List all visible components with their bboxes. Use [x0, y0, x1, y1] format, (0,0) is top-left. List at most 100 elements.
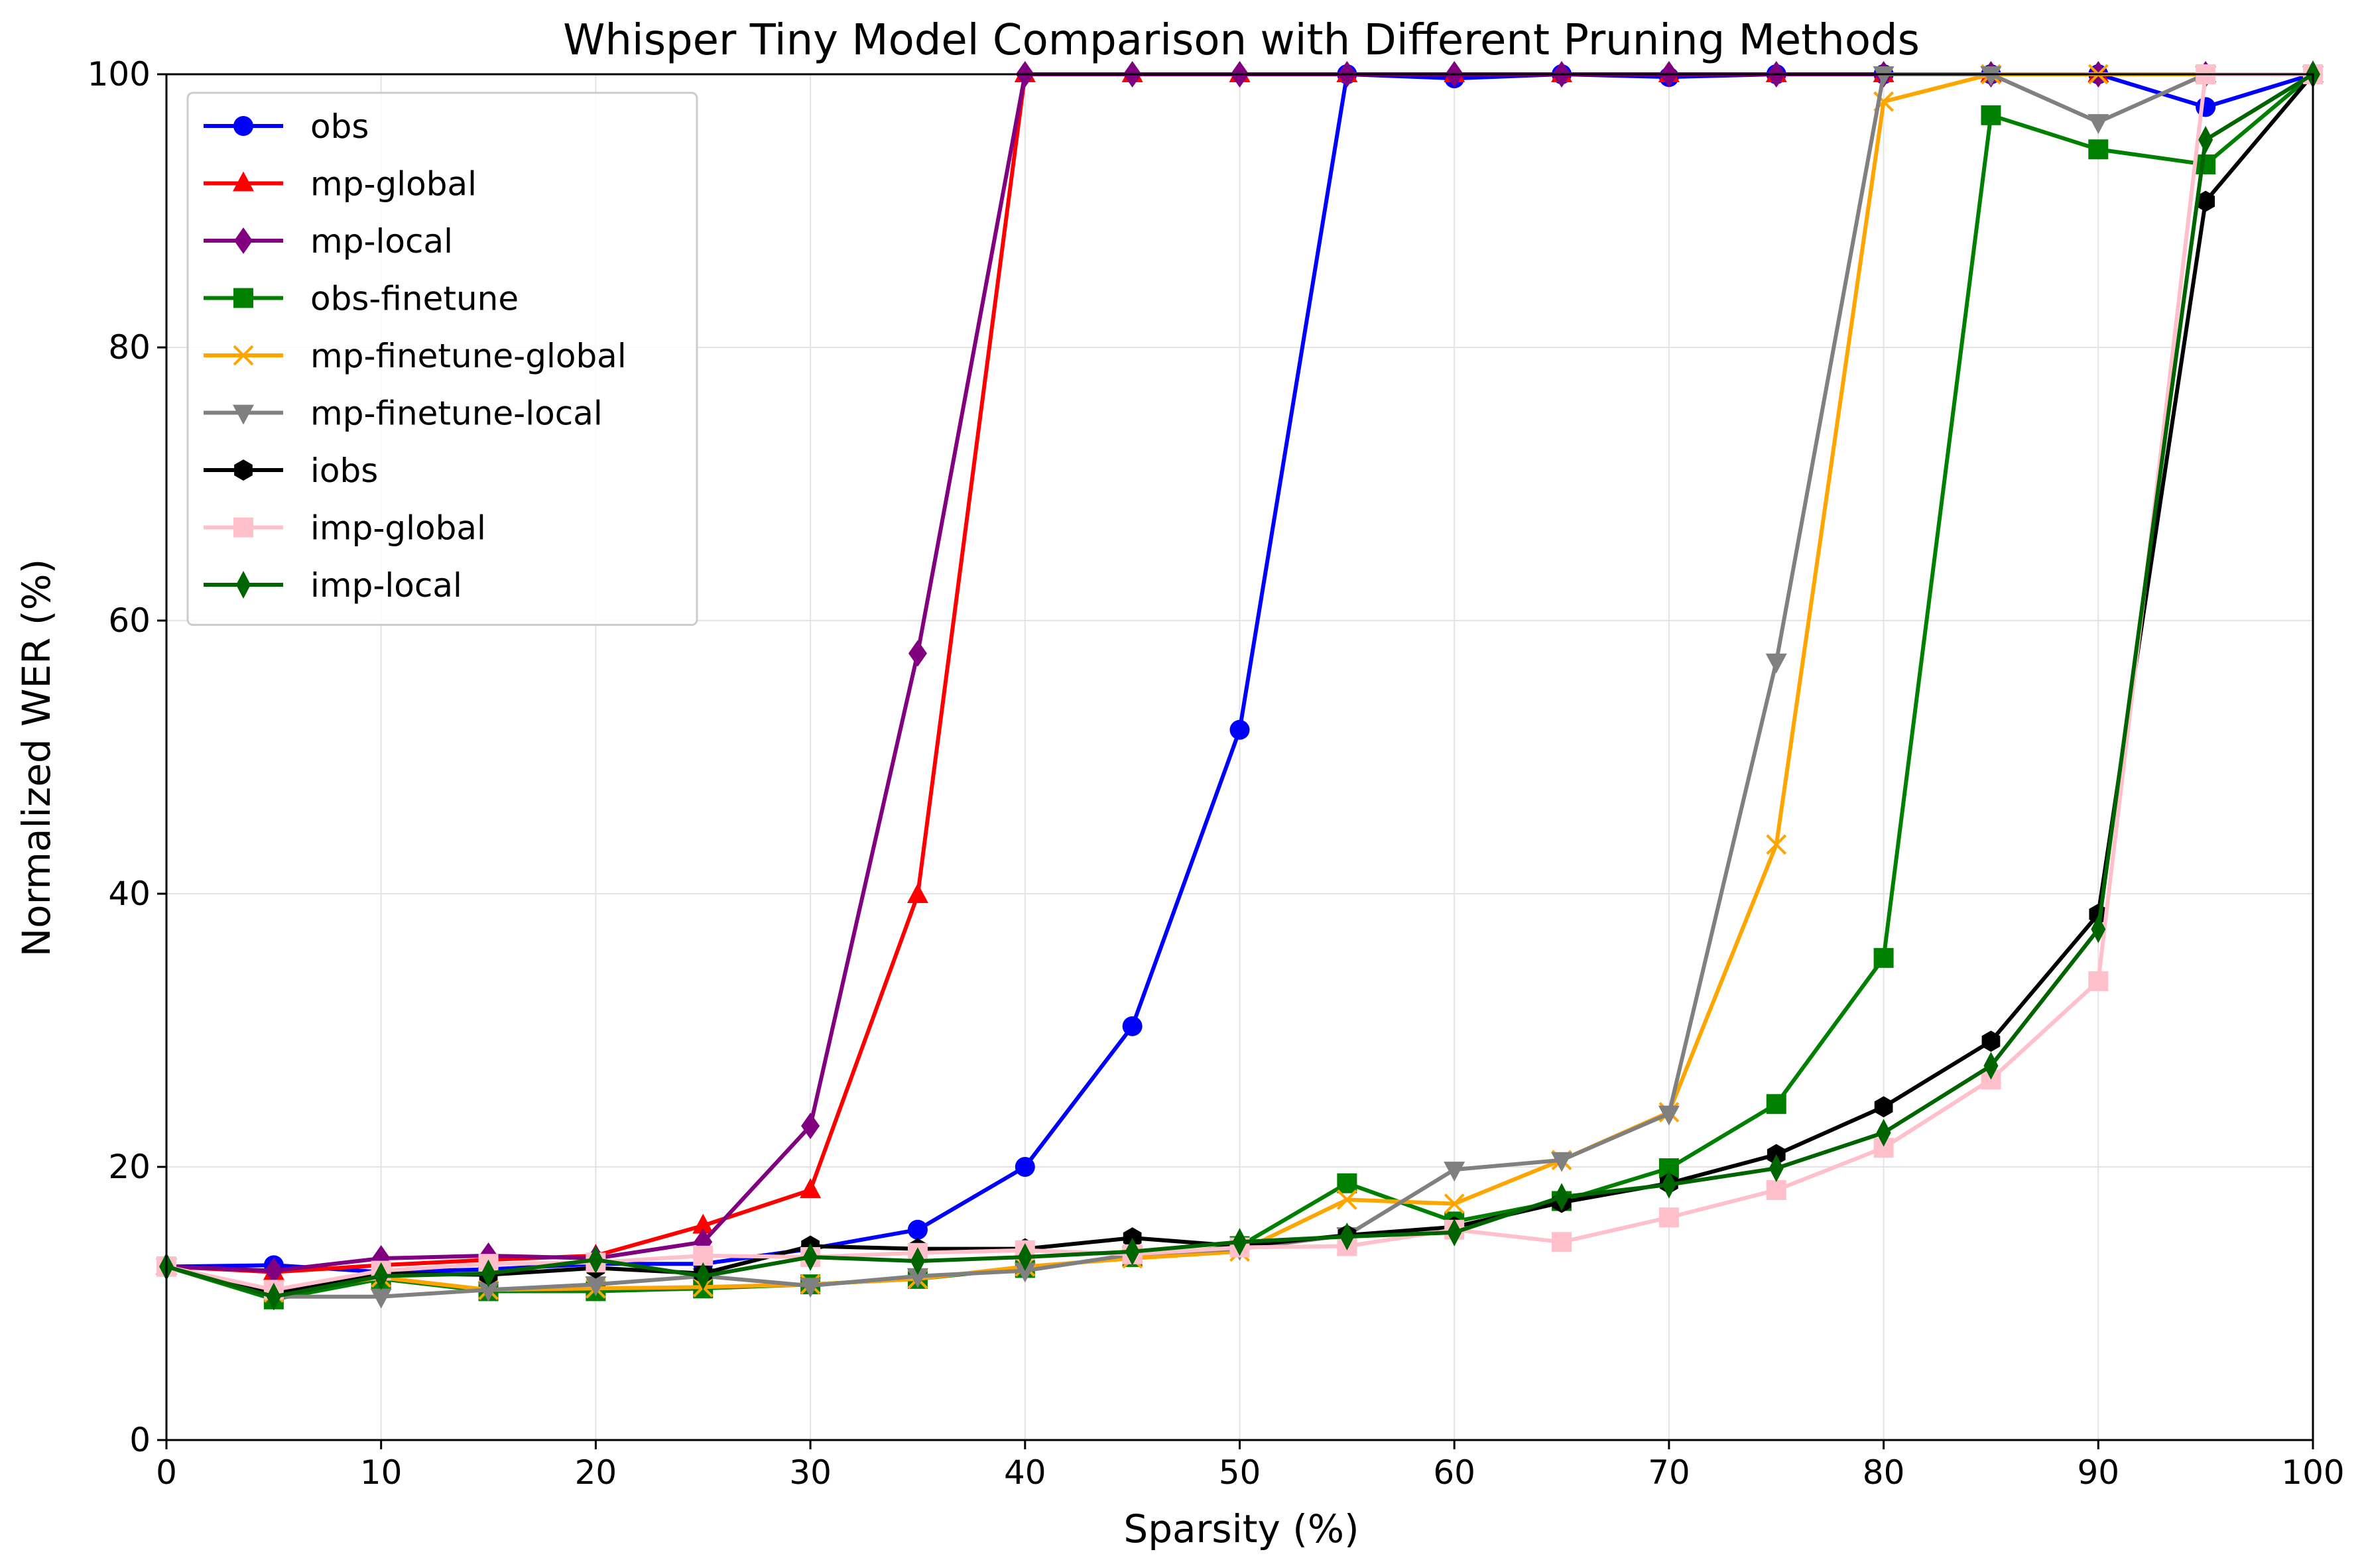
- legend-item: imp-local: [204, 566, 462, 605]
- data-point: [370, 1288, 392, 1309]
- legend-item: obs-finetune: [204, 280, 519, 318]
- x-tick-label: 40: [1004, 1453, 1046, 1492]
- data-point: [1769, 1154, 1784, 1183]
- data-point: [1447, 1218, 1462, 1246]
- legend-label: mp-finetune-local: [310, 394, 603, 433]
- legend-item: mp-finetune-local: [204, 394, 603, 433]
- data-point: [1876, 1118, 1891, 1147]
- legend-label: mp-finetune-global: [310, 337, 627, 375]
- legend-item: mp-finetune-global: [204, 337, 627, 375]
- y-axis-label: Normalized WER (%): [14, 559, 59, 957]
- legend-item: mp-global: [204, 165, 477, 204]
- data-point: [906, 883, 928, 904]
- data-point: [1229, 719, 1250, 740]
- data-point: [1873, 66, 1895, 86]
- legend-marker: [233, 171, 254, 192]
- data-point: [908, 640, 927, 667]
- axis-ticks: 0 10 20 30 40 50 60 70 80 90 100 0 20 40 60 80 100: [88, 55, 2345, 1492]
- y-tick-label: 100: [88, 55, 151, 93]
- legend-marker: [233, 404, 254, 425]
- legend-label: obs-finetune: [310, 280, 519, 318]
- chart-title: Whisper Tiny Model Comparison with Diffe…: [563, 16, 1920, 65]
- data-point: [906, 1268, 928, 1288]
- x-tick-label: 70: [1648, 1453, 1690, 1492]
- data-point: [1015, 1157, 1035, 1177]
- data-point: [1766, 1094, 1786, 1115]
- data-point: [1874, 1096, 1893, 1118]
- data-point: [1765, 653, 1787, 674]
- legend-marker: [234, 227, 253, 254]
- legend-marker: [234, 459, 253, 481]
- legend-label: mp-local: [310, 222, 453, 261]
- data-point: [803, 1242, 818, 1271]
- data-point: [692, 1213, 714, 1234]
- legend-marker: [233, 116, 253, 136]
- data-point: [2196, 190, 2215, 212]
- data-point: [2091, 915, 2106, 943]
- x-tick-label: 0: [156, 1453, 177, 1492]
- data-point: [1661, 1170, 1676, 1199]
- data-point: [1983, 1052, 1999, 1080]
- data-point: [1339, 1223, 1355, 1251]
- data-point: [1980, 66, 2002, 86]
- data-point: [266, 1282, 281, 1311]
- legend-label: mp-global: [310, 165, 477, 204]
- data-point: [2196, 97, 2216, 117]
- data-point: [801, 1113, 820, 1140]
- data-point: [585, 1276, 607, 1297]
- data-point: [2088, 971, 2109, 991]
- y-tick-label: 80: [108, 328, 151, 367]
- data-point: [1658, 1207, 1679, 1228]
- data-point: [1444, 1193, 1465, 1215]
- legend-item: mp-local: [204, 222, 453, 261]
- y-tick-label: 40: [108, 874, 151, 913]
- data-point: [481, 1259, 496, 1288]
- x-tick-label: 90: [2077, 1453, 2119, 1492]
- legend-item: iobs: [204, 452, 378, 490]
- y-tick-label: 20: [108, 1148, 151, 1186]
- data-point: [1552, 1232, 1572, 1252]
- x-tick-label: 80: [1863, 1453, 1905, 1492]
- series-layer: [156, 60, 2324, 1311]
- legend-label: imp-local: [310, 566, 462, 605]
- data-point: [2198, 125, 2213, 154]
- legend-label: imp-global: [310, 509, 486, 548]
- data-point: [1017, 1242, 1032, 1271]
- legend-item: obs: [204, 107, 369, 146]
- data-point: [373, 1262, 389, 1290]
- data-point: [1014, 1262, 1036, 1283]
- data-point: [2196, 154, 2216, 174]
- legend-label: obs: [310, 107, 369, 146]
- data-point: [477, 1282, 499, 1302]
- data-point: [800, 1178, 822, 1199]
- x-tick-label: 100: [2281, 1453, 2344, 1492]
- x-tick-label: 30: [789, 1453, 832, 1492]
- data-point: [2087, 114, 2109, 135]
- legend-box: [186, 91, 698, 626]
- data-point: [1873, 947, 1894, 968]
- data-point: [1336, 1189, 1357, 1210]
- data-point: [696, 1262, 711, 1290]
- data-point: [1766, 1180, 1786, 1201]
- legend-marker: [233, 288, 253, 308]
- data-point: [264, 1257, 283, 1284]
- x-tick-label: 60: [1433, 1453, 1475, 1492]
- data-point: [800, 1278, 822, 1298]
- data-point: [1444, 1162, 1465, 1182]
- data-point: [1232, 1228, 1247, 1256]
- data-point: [910, 1247, 925, 1276]
- data-point: [2088, 139, 2109, 160]
- data-point: [1981, 105, 2001, 125]
- series-imp-local: [159, 60, 2320, 1311]
- legend-marker: [233, 345, 254, 366]
- x-axis-label: Sparsity (%): [1123, 1506, 1359, 1551]
- y-tick-label: 0: [129, 1421, 151, 1459]
- data-point: [907, 1219, 928, 1240]
- data-point: [1658, 1105, 1680, 1126]
- data-point: [1766, 834, 1787, 855]
- legend-marker: [233, 517, 253, 538]
- legend: obs mp-global mp-local obs-finetune mp-finet…: [186, 91, 698, 626]
- x-tick-label: 50: [1219, 1453, 1261, 1492]
- data-point: [1122, 1016, 1143, 1036]
